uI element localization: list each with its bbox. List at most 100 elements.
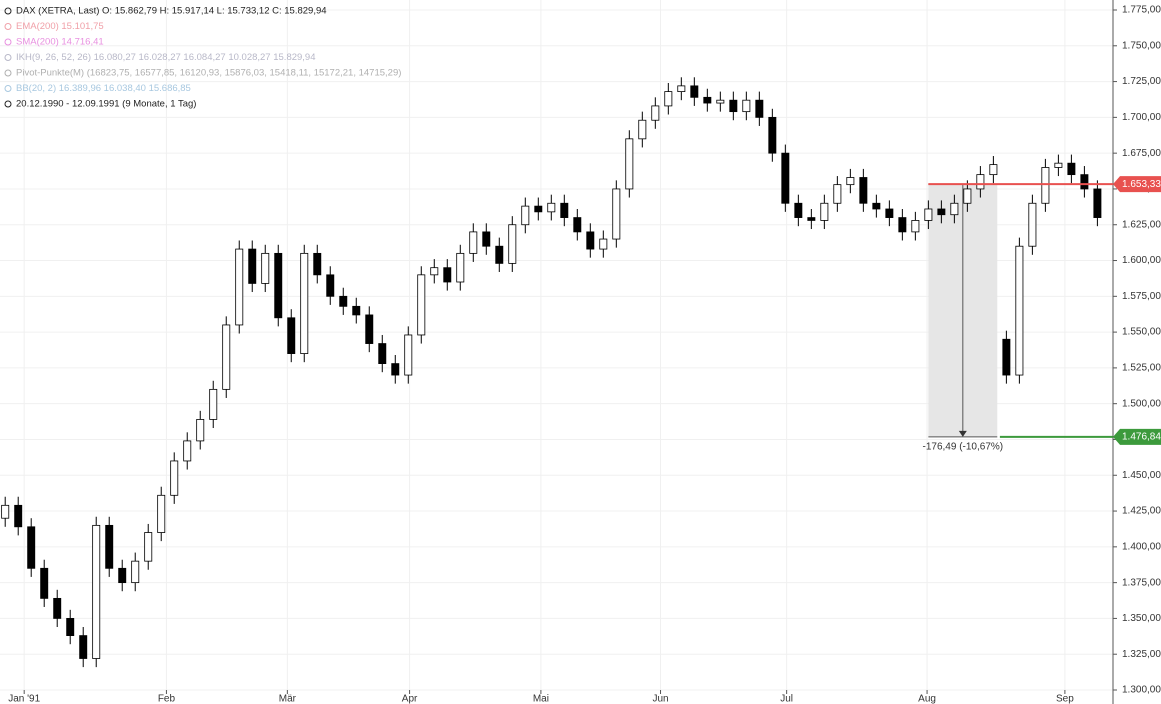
y-tick-label: 1.550,00	[1122, 327, 1161, 338]
legend-text: SMA(200) 14.716,41	[16, 37, 104, 48]
candle-body	[222, 324, 231, 390]
candle-body	[547, 202, 556, 213]
x-tick-label: Mär	[279, 694, 297, 704]
candle-body	[807, 217, 816, 221]
candle-body	[339, 295, 348, 307]
candle-body	[352, 305, 361, 316]
legend-icon	[4, 85, 12, 92]
y-tick-label: 1.500,00	[1122, 398, 1161, 409]
y-tick-label: 1.775,00	[1122, 5, 1161, 16]
candle-body	[833, 184, 842, 204]
candle-body	[768, 116, 777, 154]
candle-body	[1080, 174, 1089, 190]
candle-body	[274, 252, 283, 319]
candle-body	[27, 526, 36, 569]
candle-body	[417, 274, 426, 336]
x-tick-label: Apr	[402, 694, 418, 704]
candle-body	[248, 248, 257, 284]
candle-body	[313, 252, 322, 276]
x-tick-label: Jun	[652, 694, 668, 704]
candle-body	[443, 267, 452, 283]
candle-body	[14, 504, 23, 528]
candle-body	[573, 217, 582, 233]
y-tick-label: 1.525,00	[1122, 363, 1161, 374]
candle-body	[430, 267, 439, 276]
candle-body	[586, 231, 595, 250]
candle-body	[976, 174, 985, 190]
x-tick-label: Aug	[918, 694, 936, 704]
candle-body	[391, 363, 400, 376]
candle-body	[196, 419, 205, 442]
legend-icon	[4, 38, 12, 46]
legend-icon	[4, 7, 12, 15]
candle-body	[456, 252, 465, 283]
candle-body	[963, 188, 972, 204]
x-tick-label: Jan '91	[8, 694, 40, 704]
y-tick-label: 1.300,00	[1122, 685, 1161, 696]
candle-body	[1015, 245, 1024, 376]
candle-body	[508, 224, 517, 264]
y-tick-label: 1.575,00	[1122, 291, 1161, 302]
candle-body	[287, 317, 296, 354]
legend-text: EMA(200) 15.101,75	[16, 21, 104, 32]
candle-body	[690, 85, 699, 98]
candle-body	[534, 205, 543, 213]
candle-body	[846, 177, 855, 186]
y-tick-label: 1.625,00	[1122, 219, 1161, 230]
y-tick-label: 1.375,00	[1122, 577, 1161, 588]
y-tick-label: 1.725,00	[1122, 76, 1161, 87]
candle-body	[781, 152, 790, 204]
candle-body	[365, 314, 374, 344]
candle-body	[209, 388, 218, 420]
candle-body	[898, 217, 907, 233]
candle-body	[794, 202, 803, 218]
x-tick-label: Feb	[158, 694, 176, 704]
candle-body	[703, 96, 712, 104]
legend-text: Pivot-Punkte(M) (16823,75, 16577,85, 161…	[16, 68, 401, 79]
legend-icon	[4, 54, 12, 61]
candle-body	[235, 248, 244, 326]
candle-body	[92, 524, 101, 659]
candle-body	[729, 99, 738, 113]
candle-body	[937, 208, 946, 216]
candle-body	[183, 440, 192, 462]
candle-body	[261, 252, 270, 284]
candle-body	[651, 105, 660, 121]
price-tag	[1113, 176, 1161, 193]
y-tick-label: 1.700,00	[1122, 112, 1161, 123]
x-tick-label: Sep	[1056, 694, 1074, 704]
x-tick-label: Jul	[780, 694, 793, 704]
candle-body	[950, 202, 959, 216]
candle-body	[404, 334, 413, 376]
price-label: 1.476,84	[1122, 431, 1161, 442]
candle-body	[924, 208, 933, 221]
candle-body	[1002, 338, 1011, 376]
y-tick-label: 1.675,00	[1122, 148, 1161, 159]
candle-body	[560, 202, 569, 218]
y-tick-label: 1.425,00	[1122, 506, 1161, 517]
candle-body	[625, 138, 634, 190]
candle-body	[1028, 202, 1037, 247]
candle-body	[872, 202, 881, 210]
measure-label: -176,49 (-10,67%)	[923, 441, 1004, 452]
candle-body	[469, 231, 478, 254]
y-tick-label: 1.400,00	[1122, 541, 1161, 552]
legend-text: IKH(9, 26, 52, 26) 16.080,27 16.028,27 1…	[16, 52, 316, 63]
candle-body	[989, 164, 998, 176]
candle-body	[1041, 167, 1050, 204]
legend-icon	[4, 100, 12, 108]
candle-body	[482, 231, 491, 247]
candle-body	[716, 99, 725, 104]
y-tick-label: 1.450,00	[1122, 470, 1161, 481]
candle-body	[105, 524, 114, 569]
legend-text: DAX (XETRA, Last) O: 15.862,79 H: 15.917…	[16, 6, 327, 17]
candle-body	[612, 188, 621, 240]
y-tick-label: 1.750,00	[1122, 40, 1161, 51]
candle-body	[599, 238, 608, 250]
candle-body	[1067, 162, 1076, 176]
candle-body	[638, 119, 647, 140]
candle-body	[118, 567, 127, 584]
candle-body	[157, 494, 166, 533]
legend-text: BB(20, 2) 16.389,96 16.038,40 15.686,85	[16, 83, 191, 94]
candle-body	[1093, 188, 1102, 218]
